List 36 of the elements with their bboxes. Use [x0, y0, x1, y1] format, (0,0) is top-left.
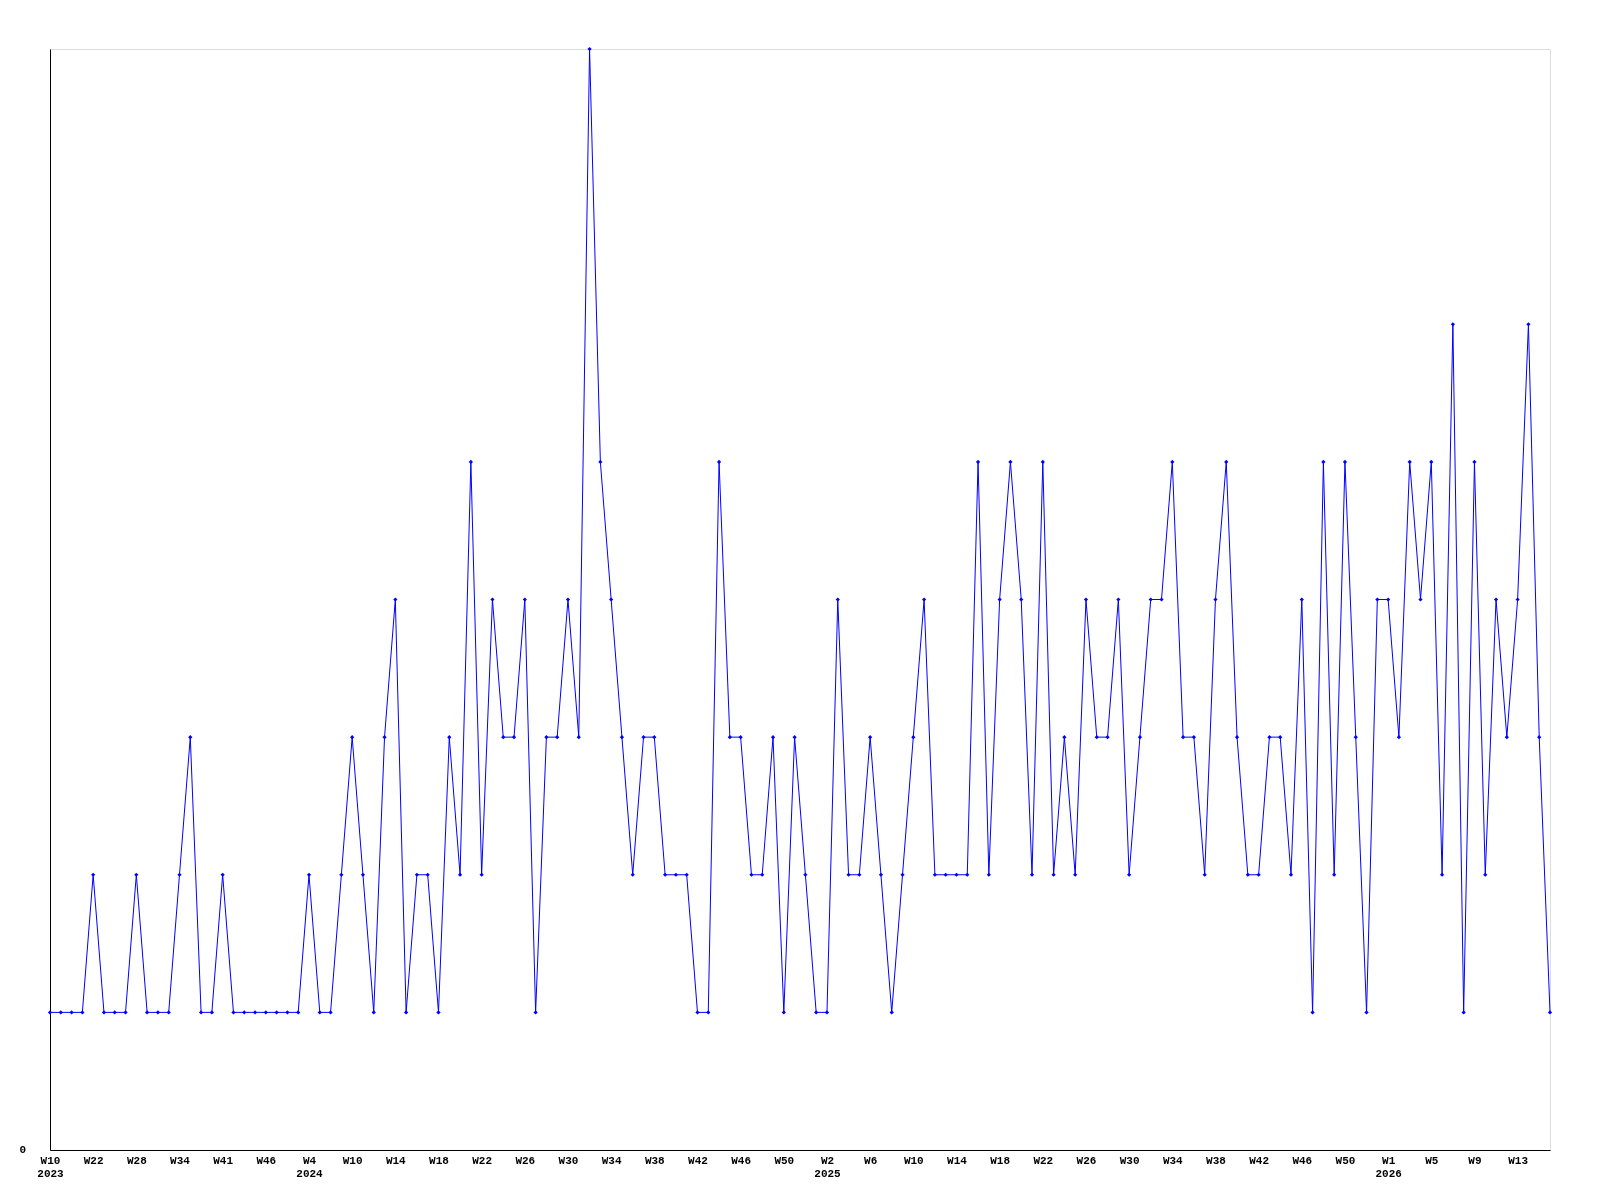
- x-tick-label: W30: [558, 1154, 579, 1167]
- x-tick-label: W42: [1249, 1154, 1270, 1167]
- x-tick-label: W22: [83, 1154, 104, 1167]
- text: 0: [19, 1144, 26, 1156]
- x-tick-label: W18: [990, 1154, 1011, 1167]
- x-tick-label: W50: [774, 1154, 795, 1167]
- x-tick-label: W22: [1033, 1154, 1054, 1167]
- x-tick-label: W28: [126, 1154, 148, 1167]
- x-tick-label: W6: [864, 1154, 878, 1167]
- x-tick-label: W46: [731, 1154, 752, 1167]
- x-tick-label: W26: [1076, 1154, 1097, 1167]
- x-tick-label: W46: [256, 1154, 277, 1167]
- x-tick-label: W38: [644, 1154, 666, 1167]
- x-tick-label: W42: [688, 1154, 708, 1167]
- x-tick-label: W10: [903, 1154, 924, 1167]
- x-tick-label: W18: [429, 1154, 450, 1167]
- x-tick-label: W34: [1162, 1154, 1184, 1167]
- x-tick-label: W14: [947, 1154, 968, 1167]
- x-tick-label: W41: [213, 1154, 234, 1167]
- x-tick-label: W13: [1508, 1154, 1529, 1167]
- x-tick-label: W10: [342, 1154, 363, 1167]
- x-tick-label: W10 2023: [37, 1154, 65, 1180]
- x-tick-label: W5: [1425, 1154, 1439, 1167]
- x-tick-label: W38: [1206, 1154, 1227, 1167]
- x-tick-label: W34: [170, 1154, 191, 1167]
- x-tick-label: W1 2026: [1375, 1154, 1402, 1180]
- x-tick-label: W22: [472, 1154, 493, 1167]
- x-tick-label: W50: [1335, 1154, 1356, 1167]
- x-tick-label: W2 2025: [814, 1154, 842, 1180]
- x-tick-label: W14: [385, 1154, 407, 1167]
- x-tick-label: W34: [601, 1154, 622, 1167]
- x-tick-label: W26: [515, 1154, 536, 1167]
- x-tick-label: W4 2024: [296, 1154, 324, 1180]
- x-tick-label: W30: [1119, 1154, 1140, 1167]
- x-tick-label: W9: [1468, 1154, 1482, 1167]
- x-tick-label: W46: [1292, 1154, 1313, 1167]
